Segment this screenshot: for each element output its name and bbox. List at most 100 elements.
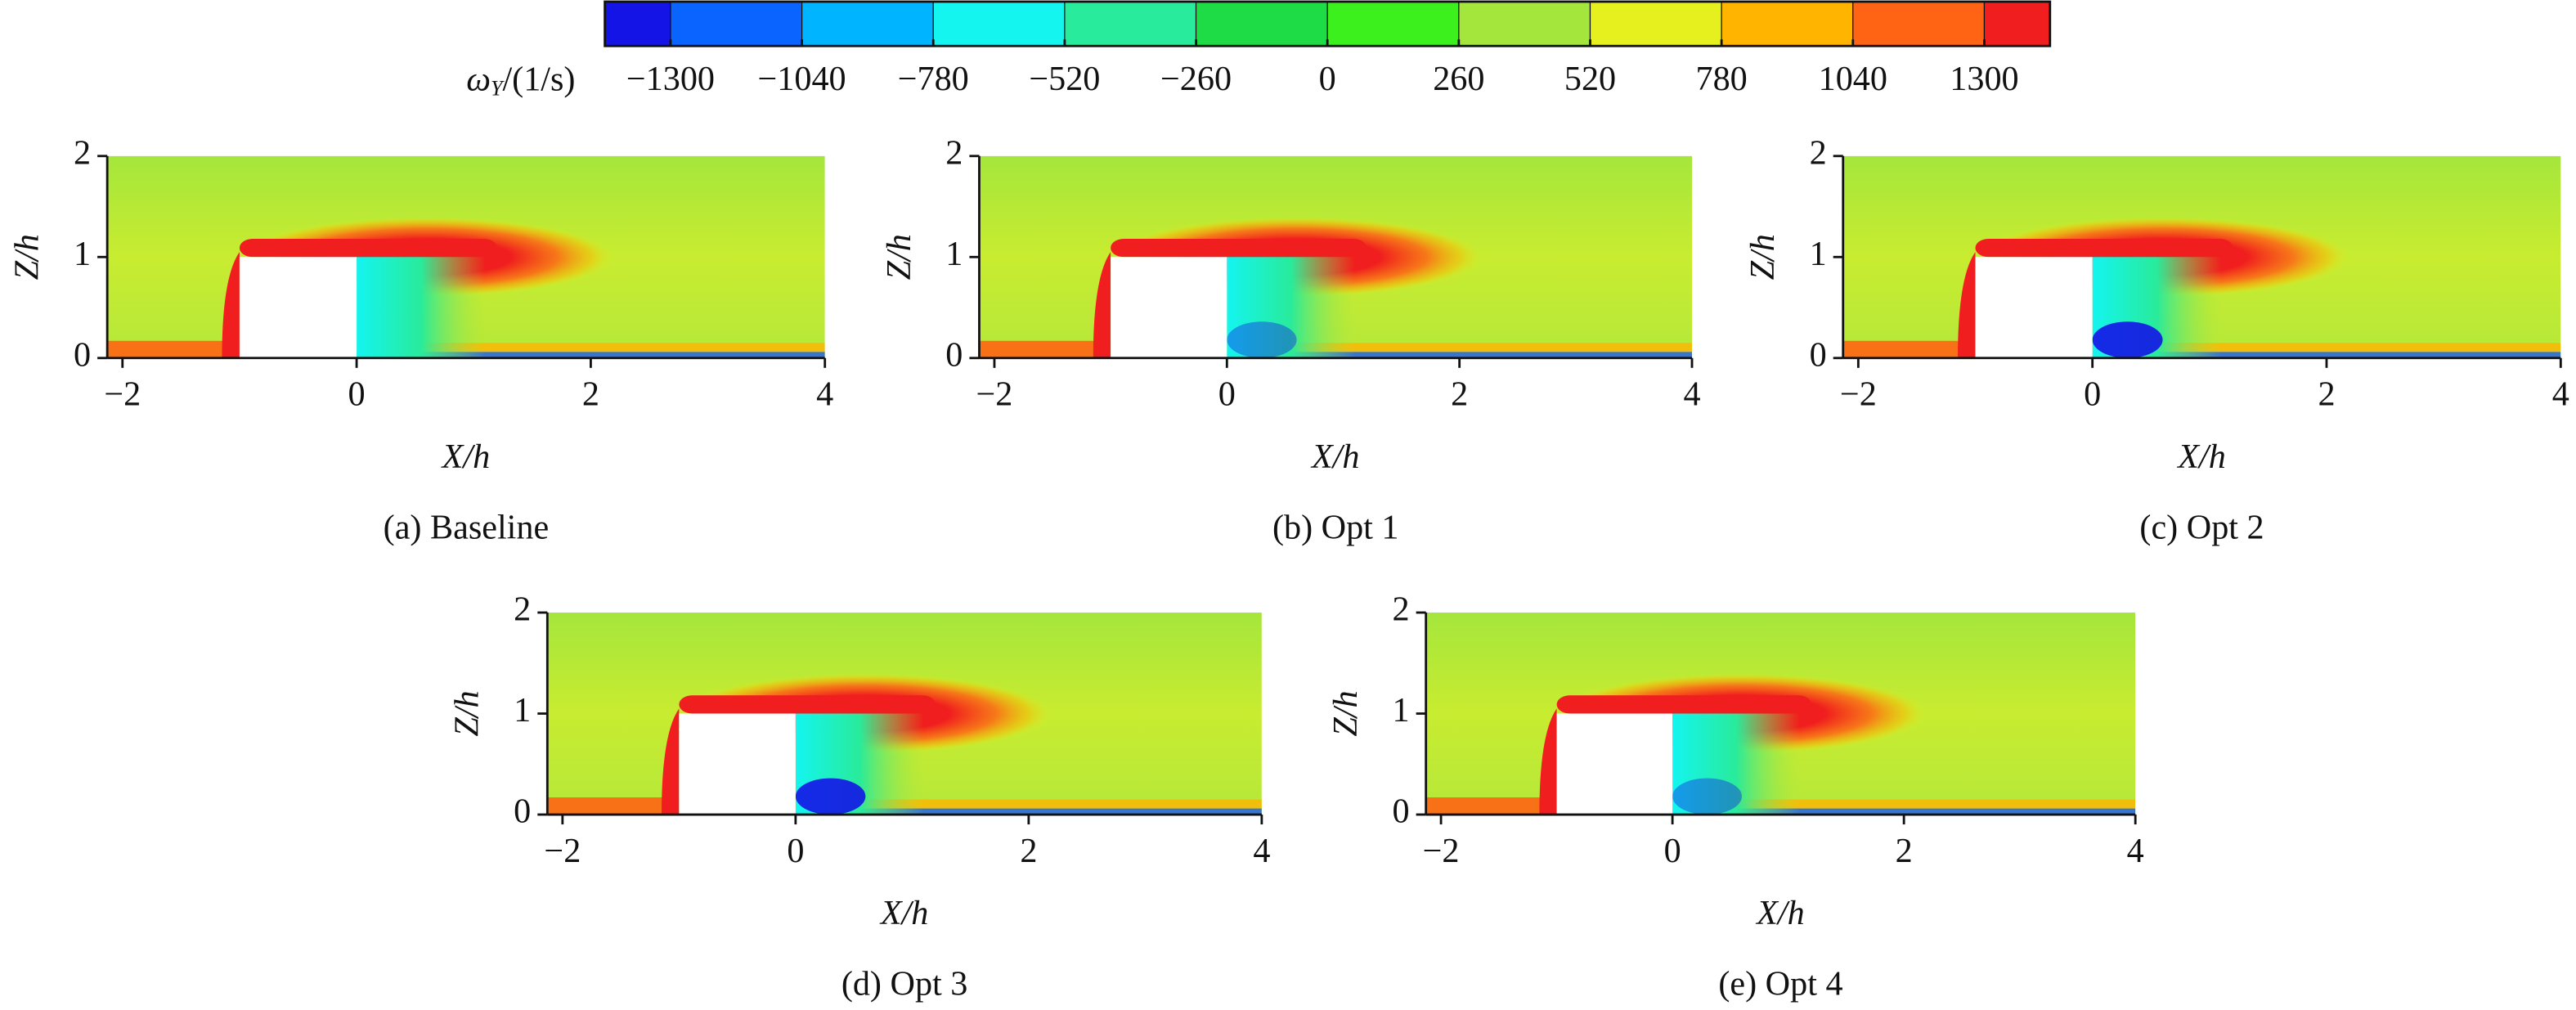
y-axis-label: Z/h (1744, 234, 1782, 280)
recirculation (1227, 321, 1297, 358)
downstream-blue-layer (1672, 808, 2136, 815)
y-tick-label: 1 (1810, 235, 1827, 273)
panel: −2 0 2 4 0 1 2 X/h Z/h (d) Opt 3 (448, 590, 1271, 1003)
x-tick-label: 4 (1253, 832, 1270, 870)
colorbar-symbol: ω (466, 60, 491, 98)
x-tick-label: 2 (2318, 375, 2335, 414)
x-tick-label: 0 (787, 832, 804, 870)
x-tick-label: 4 (816, 375, 833, 414)
x-tick-label: 2 (1896, 832, 1913, 870)
contour-field (547, 613, 1262, 815)
colorbar-segment (1195, 1, 1328, 47)
contour-field (1425, 613, 2136, 815)
wake-region (1672, 713, 1800, 815)
x-tick-label: 2 (1020, 832, 1037, 870)
colorbar-segment (1589, 1, 1722, 47)
panel-caption: (c) Opt 2 (2139, 508, 2264, 546)
x-axis-label: X/h (441, 438, 491, 476)
y-axis-label: Z/h (1326, 690, 1365, 736)
colorbar-tick-label: −1040 (758, 60, 846, 98)
upstream-ground-layer (547, 797, 680, 815)
shear-core (679, 695, 936, 714)
colorbar-tick-label: −1300 (626, 60, 715, 98)
y-axis-label: Z/h (448, 690, 487, 736)
y-axis-label: Z/h (7, 234, 46, 280)
x-tick-label: 2 (1451, 375, 1468, 414)
colorbar-tick-label: 520 (1564, 60, 1616, 98)
x-tick-label: 2 (582, 375, 599, 414)
x-axis-label: X/h (1310, 438, 1360, 476)
shear-core (1975, 239, 2233, 258)
panel-caption: (a) Baseline (384, 508, 550, 546)
front-vortex (222, 252, 240, 358)
downstream-blue-layer (2092, 352, 2561, 358)
recirculation (1672, 778, 1743, 815)
y-tick-label: 1 (1393, 691, 1410, 729)
y-tick-label: 2 (1393, 590, 1410, 629)
colorbar-segment (1983, 1, 2051, 47)
colorbar-segment (932, 1, 1066, 47)
x-axis-label: X/h (1755, 894, 1805, 932)
y-tick-label: 0 (1393, 792, 1410, 831)
y-tick-label: 2 (74, 133, 91, 172)
contour-field (107, 155, 825, 358)
panel: −2 0 2 4 0 1 2 X/h Z/h (a) Baseline (7, 133, 833, 546)
x-tick-label: 4 (2127, 832, 2144, 870)
front-vortex (661, 708, 680, 815)
upstream-ground-layer (1842, 340, 1976, 358)
front-vortex (1539, 708, 1557, 815)
colorbar-segment (1458, 1, 1591, 47)
colorbar-unit: /(1/s) (502, 60, 575, 98)
panel: −2 0 2 4 0 1 2 X/h Z/h (b) Opt 1 (880, 133, 1701, 546)
colorbar-segment (1064, 1, 1197, 47)
colorbar-tick-label: −520 (1029, 60, 1100, 98)
colorbar-label: ωY/(1/s) (466, 60, 575, 100)
shear-core (1111, 239, 1367, 258)
y-tick-label: 0 (1810, 335, 1827, 374)
body (1975, 257, 2093, 358)
front-vortex (1093, 252, 1111, 358)
colorbar-tick-label: 0 (1319, 60, 1336, 98)
colorbar-segment (1721, 1, 1854, 47)
colorbar-tick-label: 780 (1696, 60, 1748, 98)
y-tick-label: 2 (945, 133, 963, 172)
x-tick-label: −2 (976, 375, 1013, 414)
panel-caption: (e) Opt 4 (1718, 965, 1842, 1003)
y-axis-label: Z/h (880, 234, 918, 280)
x-tick-label: 4 (2552, 375, 2569, 414)
upstream-ground-layer (979, 340, 1111, 358)
colorbar-segment (801, 1, 934, 47)
colorbar-subscript: Y (491, 76, 505, 100)
front-vortex (1958, 252, 1976, 358)
x-tick-label: 0 (1664, 832, 1681, 870)
contour-field (979, 155, 1692, 358)
upstream-ground-layer (1425, 797, 1557, 815)
body (679, 713, 796, 815)
wake-region (357, 257, 486, 358)
x-tick-label: 4 (1683, 375, 1700, 414)
recirculation (795, 778, 866, 815)
colorbar-tick-label: 260 (1433, 60, 1484, 98)
colorbar-tick-label: −780 (898, 60, 969, 98)
y-tick-label: 0 (514, 792, 531, 831)
downstream-blue-layer (357, 352, 825, 358)
colorbar-tick-label: 1300 (1950, 60, 2018, 98)
x-tick-label: −2 (544, 832, 581, 870)
body (1556, 713, 1673, 815)
panel: −2 0 2 4 0 1 2 X/h Z/h (c) Opt 2 (1744, 133, 2569, 546)
shear-core (239, 239, 497, 258)
colorbar-segment (670, 1, 803, 47)
panel-caption: (d) Opt 3 (841, 965, 968, 1003)
x-axis-label: X/h (2176, 438, 2226, 476)
body (239, 257, 357, 358)
x-tick-label: 0 (348, 375, 366, 414)
x-tick-label: −2 (1423, 832, 1460, 870)
x-tick-label: −2 (1840, 375, 1877, 414)
body (1111, 257, 1227, 358)
panel-caption: (b) Opt 1 (1272, 508, 1399, 546)
colorbar-segment (1852, 1, 1986, 47)
y-tick-label: 0 (74, 335, 91, 374)
x-axis-label: X/h (879, 894, 929, 932)
